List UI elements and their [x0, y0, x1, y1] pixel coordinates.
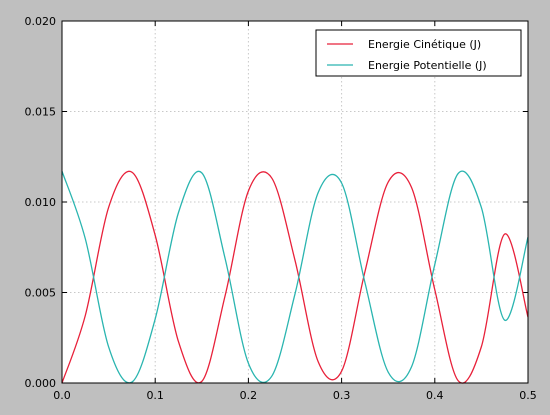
- y-tick-label: 0.000: [25, 377, 57, 390]
- x-axis-ticks: 0.0 0.1 0.2 0.3 0.4 0.5: [53, 21, 537, 402]
- x-tick-label: 0.5: [519, 389, 537, 402]
- x-tick-label: 0.1: [146, 389, 164, 402]
- y-tick-label: 0.005: [25, 287, 57, 300]
- x-tick-label: 0.2: [240, 389, 258, 402]
- series-line-0: [61, 170, 529, 384]
- legend-label-1: Energie Potentielle (J): [368, 59, 487, 72]
- y-tick-label: 0.010: [25, 196, 57, 209]
- legend-label-0: Energie Cinétique (J): [368, 38, 481, 51]
- x-tick-label: 0.3: [333, 389, 351, 402]
- y-tick-label: 0.020: [25, 15, 57, 28]
- series-lines: [61, 170, 529, 384]
- legend-box: [315, 29, 522, 77]
- legend: Energie Cinétique (J) Energie Potentielle…: [315, 29, 522, 77]
- x-tick-label: 0.0: [53, 389, 71, 402]
- y-tick-label: 0.015: [25, 106, 57, 119]
- x-tick-label: 0.4: [426, 389, 444, 402]
- plot-frame: [61, 20, 529, 384]
- series-line-1: [61, 170, 529, 384]
